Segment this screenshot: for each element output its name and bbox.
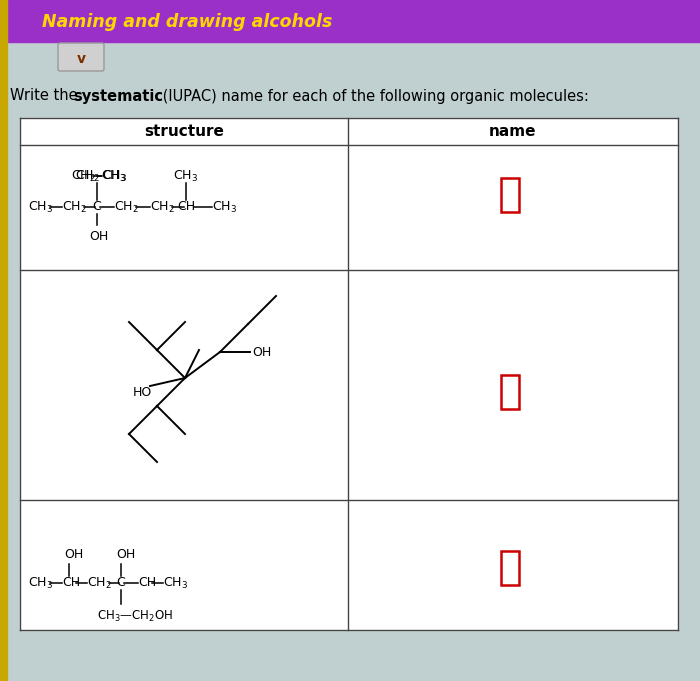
Text: HO: HO — [133, 385, 153, 398]
Text: CH$_2$: CH$_2$ — [114, 200, 139, 215]
Text: CH$_2$: CH$_2$ — [62, 200, 87, 215]
Bar — [0, 0, 700, 42]
Text: CH$_2$: CH$_2$ — [150, 200, 175, 215]
Text: name: name — [489, 124, 537, 139]
Text: Write the: Write the — [10, 89, 83, 104]
Bar — [501, 178, 519, 212]
Text: OH: OH — [64, 548, 83, 560]
Text: CH$_3$: CH$_3$ — [163, 575, 188, 590]
Text: C: C — [117, 577, 125, 590]
Text: CH$_3$: CH$_3$ — [212, 200, 237, 215]
Text: Naming and drawing alcohols: Naming and drawing alcohols — [42, 13, 332, 31]
Text: C: C — [92, 200, 102, 214]
Text: v: v — [76, 52, 85, 66]
Text: OH: OH — [116, 548, 135, 560]
Text: OH: OH — [252, 345, 272, 358]
Text: CH$_2$: CH$_2$ — [71, 168, 96, 184]
Text: CH: CH — [138, 577, 156, 590]
Bar — [501, 551, 519, 585]
Text: CH$_3$: CH$_3$ — [101, 168, 126, 184]
Text: systematic: systematic — [73, 89, 163, 104]
Text: CH$_3$: CH$_3$ — [102, 168, 127, 184]
Text: structure: structure — [144, 124, 224, 139]
Bar — [501, 375, 519, 409]
Text: CH$_2$: CH$_2$ — [75, 168, 100, 184]
FancyBboxPatch shape — [58, 43, 104, 71]
Bar — [0, 0, 7, 681]
Text: CH$_3$: CH$_3$ — [173, 168, 198, 184]
Text: CH: CH — [62, 577, 80, 590]
Text: CH$_3$—CH$_2$OH: CH$_3$—CH$_2$OH — [97, 608, 173, 624]
Text: OH: OH — [89, 230, 108, 244]
Text: (IUPAC) name for each of the following organic molecules:: (IUPAC) name for each of the following o… — [158, 89, 589, 104]
Text: CH$_3$: CH$_3$ — [28, 575, 53, 590]
Bar — [20, 118, 678, 630]
Text: CH: CH — [177, 200, 195, 214]
Text: CH$_3$: CH$_3$ — [28, 200, 53, 215]
Text: CH$_2$: CH$_2$ — [87, 575, 112, 590]
